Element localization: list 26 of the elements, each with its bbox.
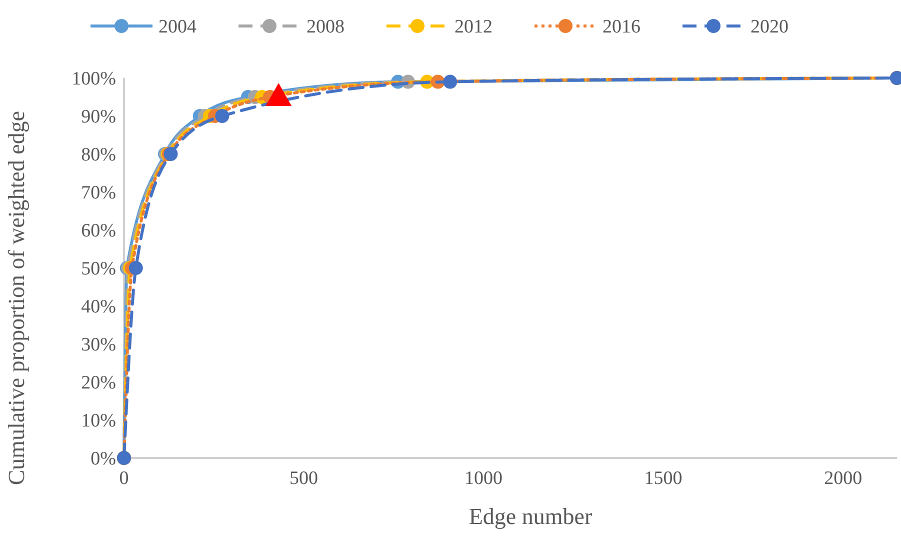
legend-label: 2004: [158, 16, 197, 38]
y-tick-label: 60%: [81, 220, 116, 242]
x-tick-label: 2000: [824, 468, 862, 489]
point: [215, 109, 230, 123]
y-tick-label: 80%: [81, 144, 116, 166]
y-tick-label: 90%: [81, 106, 116, 128]
point: [128, 261, 143, 275]
x-axis-title: Edge number: [468, 504, 592, 529]
x-tick-label: 1500: [644, 468, 682, 489]
y-axis-title: Cumulative proportion of weighted edge: [4, 110, 29, 486]
y-tick-label: 0%: [90, 448, 116, 470]
y-tick-label: 20%: [81, 372, 116, 394]
legend-label: 2020: [750, 16, 788, 38]
y-tick-label: 10%: [81, 410, 116, 432]
legend-label: 2012: [454, 16, 492, 38]
y-tick-label: 30%: [81, 334, 116, 356]
y-tick-label: 50%: [81, 258, 116, 280]
y-tick-label: 70%: [81, 182, 116, 204]
x-tick-label: 500: [290, 468, 318, 489]
x-tick-label: 1000: [464, 468, 503, 489]
legend-label: 2016: [602, 16, 640, 38]
y-tick-label: 40%: [81, 296, 116, 318]
y-tick-label: 100%: [72, 68, 116, 90]
point: [443, 74, 458, 89]
legend-label: 2008: [306, 16, 344, 38]
x-tick-label: 0: [119, 468, 129, 489]
